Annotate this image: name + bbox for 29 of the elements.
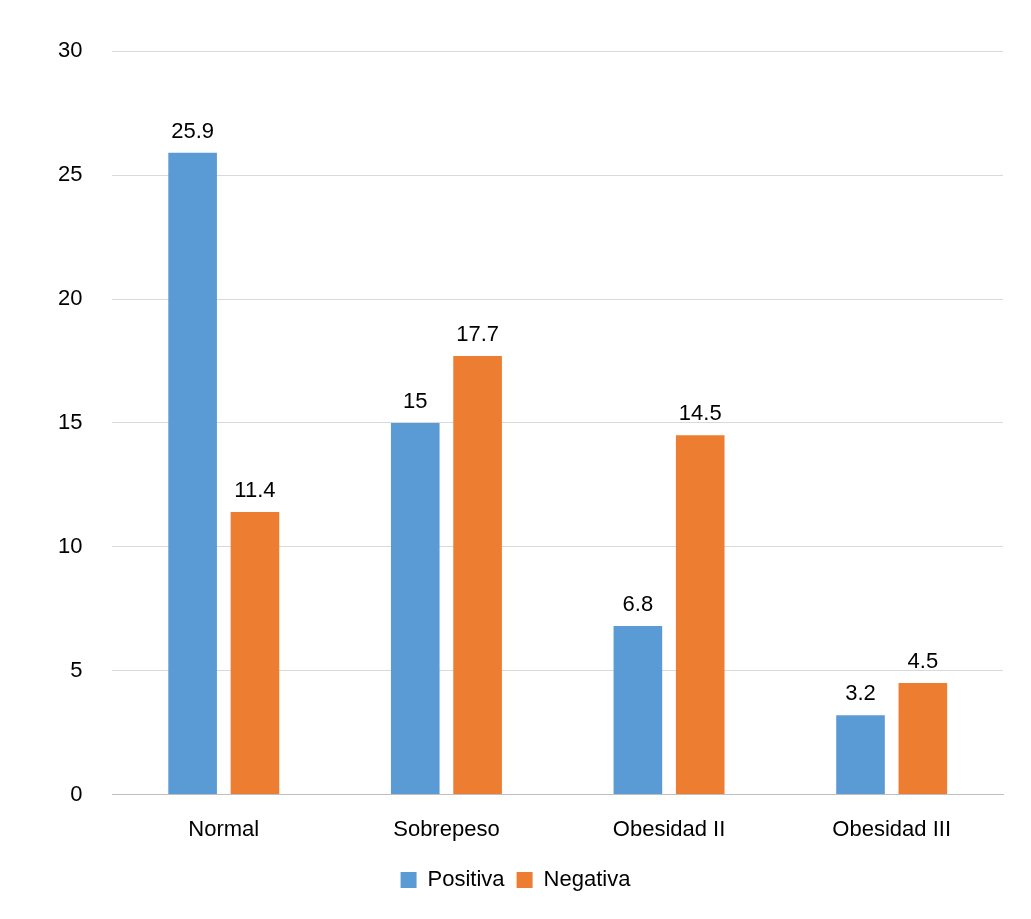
- x-tick-label: Sobrepeso: [393, 815, 500, 841]
- bar: [613, 626, 663, 795]
- y-tick-label: 30: [57, 37, 83, 63]
- data-label: 25.9: [171, 117, 215, 143]
- legend-label: Negativa: [543, 866, 632, 892]
- data-label: 3.2: [845, 680, 876, 706]
- bar: [836, 715, 885, 795]
- y-tick-label: 20: [57, 285, 83, 311]
- legend-label: Positiva: [427, 866, 506, 892]
- x-tick-label: Obesidad III: [832, 815, 951, 841]
- bar: [390, 422, 440, 795]
- data-label: 6.8: [622, 591, 654, 617]
- y-tick-label: 5: [70, 656, 83, 682]
- bar: [675, 435, 725, 795]
- data-label: 4.5: [907, 648, 939, 674]
- bar: [168, 152, 217, 795]
- bar: [230, 512, 280, 795]
- y-tick-label: 0: [70, 780, 83, 806]
- bar: [453, 355, 502, 795]
- y-tick-label: 10: [57, 532, 83, 558]
- y-tick-label: 15: [57, 408, 83, 434]
- bar: [898, 683, 948, 795]
- data-label: 14.5: [678, 400, 722, 426]
- x-tick-label: Normal: [188, 815, 260, 841]
- x-tick-label: Obesidad II: [612, 815, 726, 841]
- data-label: 17.7: [456, 321, 499, 347]
- y-tick-label: 25: [57, 161, 83, 187]
- data-label: 11.4: [234, 477, 276, 503]
- data-label: 15: [403, 387, 428, 413]
